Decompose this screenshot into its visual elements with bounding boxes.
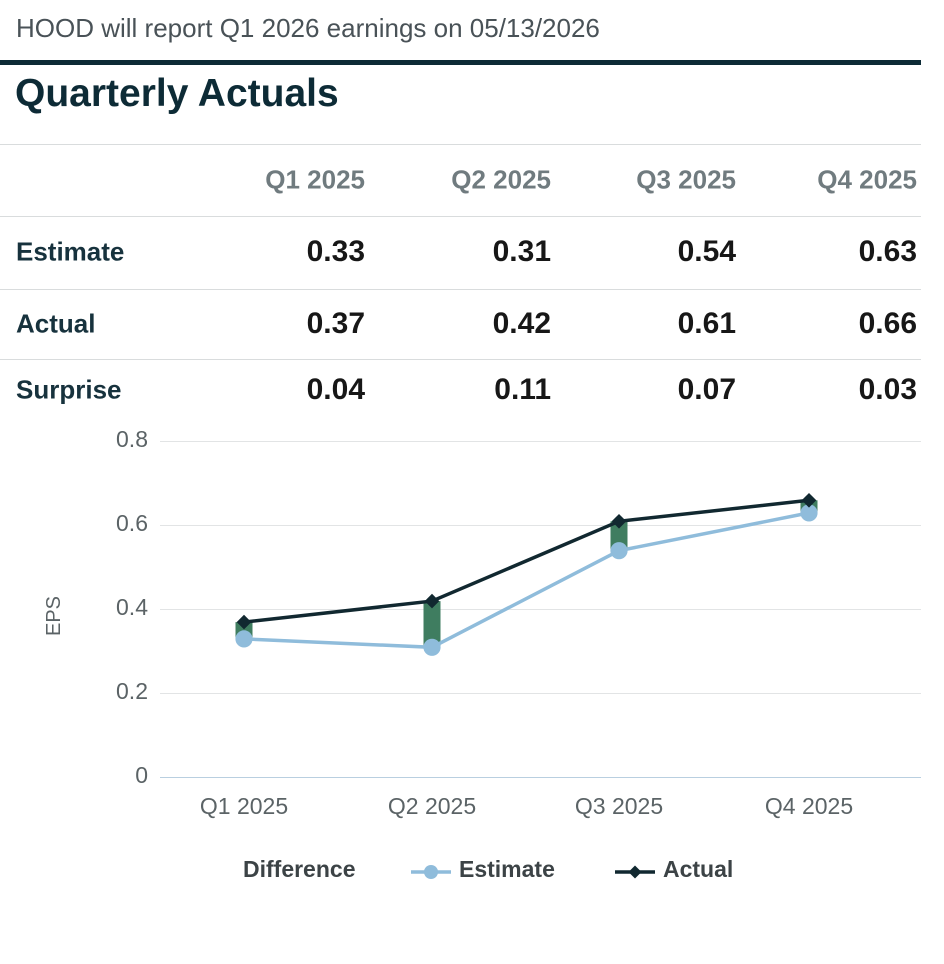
svg-text:0: 0 xyxy=(135,762,148,788)
svg-text:Q2 2025: Q2 2025 xyxy=(388,793,476,819)
svg-text:0.2: 0.2 xyxy=(116,678,148,704)
svg-text:EPS: EPS xyxy=(43,596,65,636)
svg-text:Q3 2025: Q3 2025 xyxy=(575,793,663,819)
svg-text:0.4: 0.4 xyxy=(116,594,148,620)
svg-text:0.6: 0.6 xyxy=(116,510,148,536)
svg-text:Actual: Actual xyxy=(663,856,733,882)
svg-text:Estimate: Estimate xyxy=(459,856,555,882)
svg-text:0.8: 0.8 xyxy=(116,426,148,452)
svg-text:Q1 2025: Q1 2025 xyxy=(200,793,288,819)
svg-text:Q4 2025: Q4 2025 xyxy=(765,793,853,819)
svg-text:Difference: Difference xyxy=(243,856,355,882)
